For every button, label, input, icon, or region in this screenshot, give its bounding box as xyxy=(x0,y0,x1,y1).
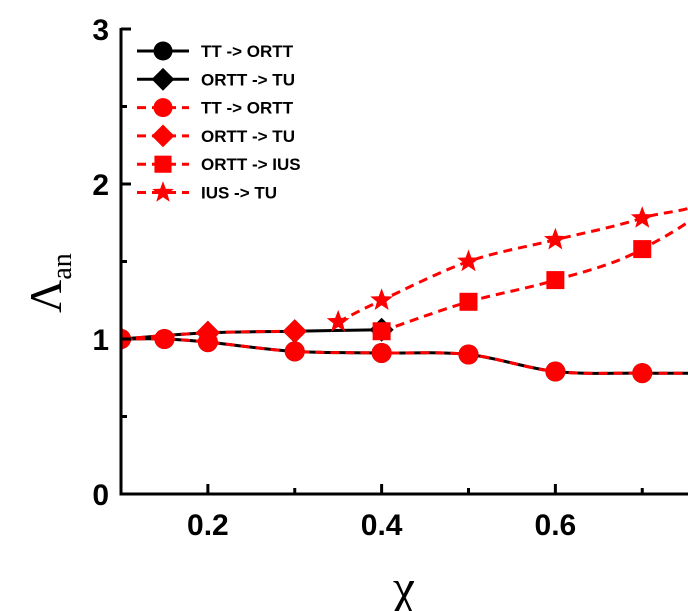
series-2-point-3 xyxy=(284,341,305,362)
legend-item-1: ORTT -> TU xyxy=(137,67,295,91)
plot-area xyxy=(121,206,688,384)
series-2-point-6 xyxy=(545,361,566,382)
series-4-point-2 xyxy=(546,271,565,290)
y-axis-title-subscript: an xyxy=(47,253,78,279)
series-4 xyxy=(372,220,688,341)
legend-marker-5 xyxy=(152,181,174,202)
series-5 xyxy=(326,206,688,332)
legend-label-1: ORTT -> TU xyxy=(201,70,295,89)
y-tick-label-2: 2 xyxy=(92,169,109,202)
series-3-line xyxy=(121,329,295,341)
series-0 xyxy=(121,329,688,384)
legend-marker-3 xyxy=(151,124,175,148)
legend-label-2: TT -> ORTT xyxy=(201,99,294,118)
legend-item-5: IUS -> TU xyxy=(137,181,277,203)
series-2-point-4 xyxy=(371,342,392,363)
y-tick-label-1: 1 xyxy=(92,324,109,357)
series-4-point-1 xyxy=(459,292,478,311)
series-5-point-4 xyxy=(630,206,654,228)
legend-item-4: ORTT -> IUS xyxy=(137,155,301,174)
series-3-point-2 xyxy=(282,319,307,344)
legend-label-0: TT -> ORTT xyxy=(201,42,294,61)
legend-marker-0 xyxy=(153,41,173,61)
legend-marker-1 xyxy=(151,67,175,91)
series-5-point-2 xyxy=(457,249,480,272)
legend-marker-4 xyxy=(154,155,172,173)
x-tick-label-1: 0.4 xyxy=(361,509,403,542)
series-2-point-1 xyxy=(154,329,175,349)
series-4-point-0 xyxy=(372,322,391,341)
x-tick-label-0: 0.2 xyxy=(187,509,229,542)
legend-item-3: ORTT -> TU xyxy=(137,124,295,148)
series-3-point-1 xyxy=(195,320,220,345)
y-tick-label-0: 0 xyxy=(92,479,109,512)
x-axis-title: χ xyxy=(392,559,415,611)
legend-item-2: TT -> ORTT xyxy=(137,98,294,118)
series-4-line xyxy=(381,220,688,333)
legend-label-4: ORTT -> IUS xyxy=(201,155,301,174)
series-2-point-5 xyxy=(458,344,479,365)
y-axis-title-main: Λ xyxy=(20,280,71,313)
legend-label-3: ORTT -> TU xyxy=(201,127,295,146)
legend: TT -> ORTT ORTT -> TU TT -> ORTT ORTT -> TU… xyxy=(137,41,301,203)
series-2 xyxy=(121,329,688,384)
legend-item-0: TT -> ORTT xyxy=(137,41,294,61)
series-5-point-1 xyxy=(370,288,393,310)
legend-marker-2 xyxy=(153,98,173,118)
series-5-point-0 xyxy=(326,309,350,332)
series-5-point-3 xyxy=(544,227,567,250)
legend-label-5: IUS -> TU xyxy=(201,184,277,203)
y-tick-label-3: 3 xyxy=(92,14,109,47)
series-2-point-7 xyxy=(632,363,653,384)
x-tick-label-2: 0.6 xyxy=(535,509,577,542)
series-2-line xyxy=(121,337,688,375)
series-3 xyxy=(121,319,307,351)
series-5-line xyxy=(337,206,688,324)
y-axis-title: Λan xyxy=(20,253,78,313)
series-4-point-3 xyxy=(633,240,652,259)
